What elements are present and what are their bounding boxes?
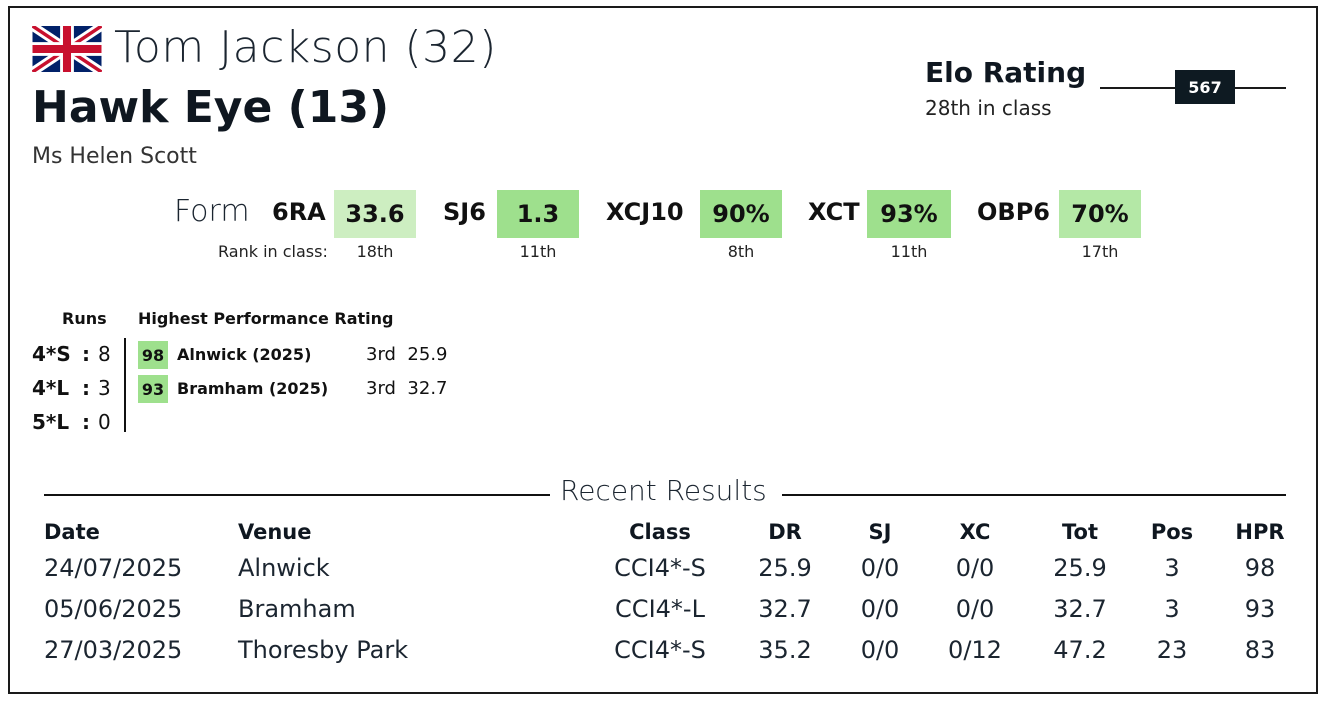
- hpr-pos: 3rd: [366, 378, 396, 399]
- hpr-score: 25.9: [407, 344, 448, 365]
- result-cell-tot: 32.7: [1053, 595, 1107, 623]
- form-value-6ra: 33.6: [334, 190, 416, 238]
- result-cell-dr: 35.2: [758, 636, 812, 664]
- result-cell-date: 05/06/2025: [44, 595, 183, 623]
- form-name-6ra: 6RA: [272, 198, 326, 226]
- run-count: 3: [98, 376, 111, 400]
- form-name-sj6: SJ6: [443, 198, 486, 226]
- result-cell-pos: 23: [1156, 636, 1188, 664]
- result-cell-dr: 32.7: [758, 595, 812, 623]
- rank-sj6: 11th: [519, 242, 557, 261]
- runs-divider: [124, 338, 126, 432]
- run-row-4l: 4*L:3: [32, 376, 111, 400]
- uk-flag-icon: [32, 26, 102, 72]
- result-cell-class: CCI4*-S: [614, 554, 706, 582]
- hpr-result: 3rd 32.7: [366, 378, 448, 399]
- result-cell-dr: 25.9: [758, 554, 812, 582]
- hpr-event: Alnwick (2025): [177, 345, 312, 364]
- result-cell-xc: 0/0: [955, 554, 995, 582]
- form-name-xct: XCT: [808, 198, 860, 226]
- recent-results-title: Recent Results: [560, 474, 767, 507]
- runs-header: Runs: [62, 309, 107, 328]
- result-cell-date: 24/07/2025: [44, 554, 183, 582]
- result-cell-venue: Bramham: [238, 595, 356, 623]
- rider-horse-card: Tom Jackson (32) Hawk Eye (13) Ms Helen …: [8, 6, 1318, 694]
- result-cell-tot: 25.9: [1053, 554, 1107, 582]
- horse-name: Hawk Eye (13): [32, 82, 390, 133]
- hpr-result: 3rd 25.9: [366, 344, 448, 365]
- column-header-xc: XC: [959, 520, 991, 544]
- rider-name: Tom Jackson (32): [114, 22, 497, 73]
- form-name-xcj10: XCJ10: [606, 198, 684, 226]
- result-cell-tot: 47.2: [1053, 636, 1107, 664]
- rank-xcj10: 8th: [727, 242, 755, 261]
- form-value-xct: 93%: [867, 190, 951, 238]
- rank-6ra: 18th: [356, 242, 394, 261]
- section-divider-left: [44, 494, 550, 496]
- run-row-5l: 5*L:0: [32, 410, 111, 434]
- form-value-xcj10: 90%: [700, 190, 782, 238]
- form-name-obp6: OBP6: [977, 198, 1050, 226]
- hpr-header: Highest Performance Rating: [138, 309, 394, 328]
- form-label: Form: [174, 194, 250, 229]
- run-sep: :: [82, 376, 90, 400]
- result-cell-sj: 0/0: [860, 554, 900, 582]
- result-cell-hpr: 93: [1244, 595, 1276, 623]
- result-cell-hpr: 98: [1244, 554, 1276, 582]
- rank-xct: 11th: [890, 242, 928, 261]
- result-cell-xc: 0/0: [955, 595, 995, 623]
- owner-name: Ms Helen Scott: [32, 144, 197, 169]
- run-level: 4*L: [32, 376, 70, 400]
- column-header-sj: SJ: [868, 520, 892, 544]
- rank-in-class-label: Rank in class:: [218, 242, 328, 261]
- run-level: 5*L: [32, 410, 70, 434]
- hpr-event: Bramham (2025): [177, 379, 329, 398]
- result-cell-date: 27/03/2025: [44, 636, 183, 664]
- column-header-venue: Venue: [238, 520, 312, 544]
- result-cell-class: CCI4*-L: [615, 595, 705, 623]
- hpr-rating-badge: 98: [138, 341, 168, 369]
- run-sep: :: [82, 342, 90, 366]
- result-cell-sj: 0/0: [860, 636, 900, 664]
- hpr-pos: 3rd: [366, 344, 396, 365]
- column-header-hpr: HPR: [1235, 520, 1285, 544]
- elo-rank: 28th in class: [925, 96, 1052, 120]
- elo-value-badge: 567: [1175, 70, 1235, 104]
- result-cell-class: CCI4*-S: [614, 636, 706, 664]
- column-header-class: Class: [629, 520, 691, 544]
- run-level: 4*S: [32, 342, 71, 366]
- column-header-pos: Pos: [1150, 520, 1194, 544]
- elo-title: Elo Rating: [925, 56, 1087, 89]
- form-value-sj6: 1.3: [497, 190, 579, 238]
- section-divider-right: [782, 494, 1286, 496]
- result-cell-hpr: 83: [1244, 636, 1276, 664]
- result-cell-venue: Alnwick: [238, 554, 330, 582]
- column-header-tot: Tot: [1061, 520, 1098, 544]
- result-cell-venue: Thoresby Park: [238, 636, 409, 664]
- hpr-rating-badge: 93: [138, 375, 168, 403]
- run-row-4s: 4*S:8: [32, 342, 111, 366]
- column-header-dr: DR: [768, 520, 802, 544]
- form-value-obp6: 70%: [1059, 190, 1141, 238]
- result-cell-pos: 3: [1164, 554, 1180, 582]
- result-cell-pos: 3: [1164, 595, 1180, 623]
- column-header-date: Date: [44, 520, 100, 544]
- result-cell-sj: 0/0: [860, 595, 900, 623]
- run-count: 8: [98, 342, 111, 366]
- hpr-score: 32.7: [407, 378, 448, 399]
- run-sep: :: [82, 410, 90, 434]
- rank-obp6: 17th: [1081, 242, 1119, 261]
- run-count: 0: [98, 410, 111, 434]
- result-cell-xc: 0/12: [948, 636, 1002, 664]
